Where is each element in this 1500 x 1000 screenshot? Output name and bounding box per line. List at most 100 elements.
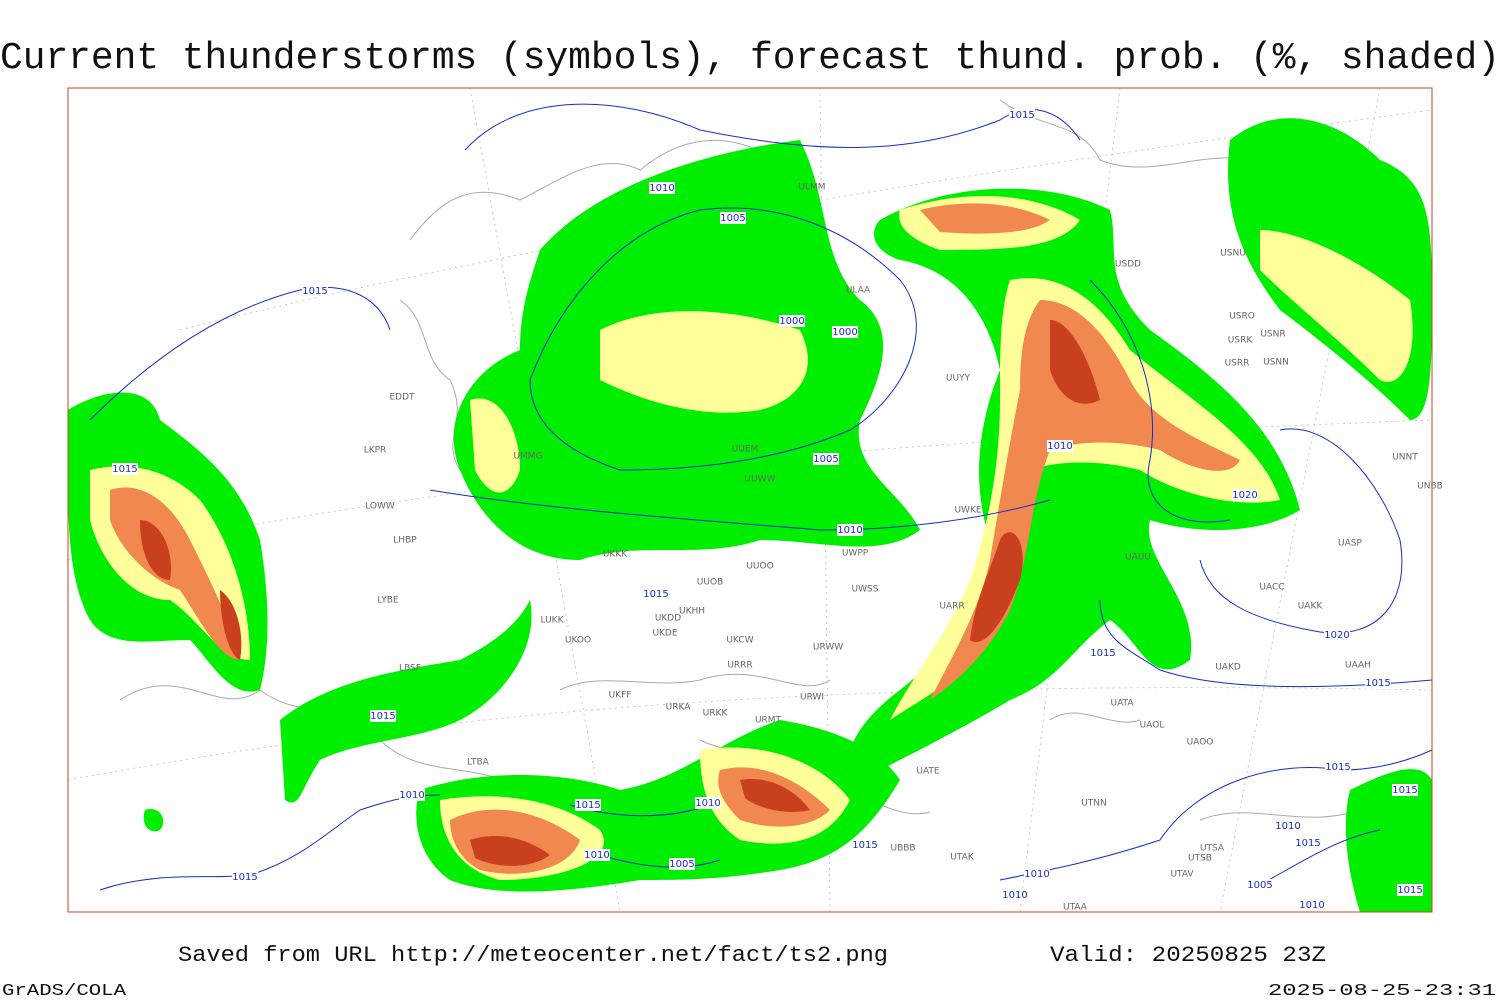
station-label: UASP: [1338, 539, 1362, 549]
valid-time: Valid: 20250825 23Z: [1050, 943, 1326, 968]
station-label: URKK: [703, 709, 729, 719]
isobar-label-bg: [669, 858, 695, 870]
isobar-label-bg: [837, 524, 863, 536]
station-label: UAOL: [1140, 721, 1165, 731]
isobar-label-bg: [832, 326, 858, 338]
isobar-label: 1015: [852, 840, 877, 851]
isobar-label: 1015: [1295, 838, 1320, 849]
isobar-label: 1015: [302, 286, 327, 297]
isobar-label-bg: [1365, 677, 1391, 689]
station-label: UTNN: [1081, 799, 1107, 809]
station-label: URWW: [813, 643, 843, 653]
station-label: UAOO: [1187, 738, 1214, 748]
isobar-label: 1010: [399, 790, 424, 801]
thunderstorm-probability-shading: [68, 118, 1432, 912]
isobar-label: 1005: [720, 213, 745, 224]
map-frame: [67, 87, 1433, 913]
isobar-label-bg: [112, 463, 138, 475]
isobar-label-bg: [370, 710, 396, 722]
isobar-label-bg: [1325, 761, 1351, 773]
station-label: USNN: [1263, 358, 1289, 368]
station-label: UKKK: [603, 550, 628, 560]
isobar-label-bg: [1295, 837, 1321, 849]
isobar-label-bg: [1392, 784, 1418, 796]
software: GrADS/COLA: [2, 982, 127, 1000]
isobar-label: 1015: [643, 589, 668, 600]
station-label: URKA: [666, 703, 692, 713]
isobar-label-bg: [1247, 879, 1273, 891]
station-labels: ULMM ULAA UUYY UUEM UUWW UMMG EDDT LKPR LOWW LHBP…: [364, 183, 1443, 913]
station-label: LUKK: [541, 616, 565, 626]
station-label: UKCW: [726, 636, 753, 646]
isobar-label: 1010: [1047, 441, 1072, 452]
isobar-label: 1010: [837, 525, 862, 536]
isobar-label: 1010: [695, 798, 720, 809]
isobar-label: 1010: [1002, 890, 1027, 901]
isobar-label-bg: [643, 588, 669, 600]
station-label: USNU: [1220, 249, 1246, 259]
station-label: UARR: [939, 602, 964, 612]
station-label: UNBB: [1417, 482, 1443, 492]
isobar-label: 1000: [832, 327, 857, 338]
isobar-label-bg: [649, 182, 675, 194]
station-label: UTAK: [950, 853, 975, 863]
station-label: UWKE: [954, 506, 981, 516]
isobar-label: 1015: [1009, 110, 1034, 121]
station-label: UBBB: [890, 844, 915, 854]
station-label: USRR: [1225, 359, 1250, 369]
station-label: URMT: [755, 716, 782, 726]
station-label: UAAH: [1345, 661, 1371, 671]
isobar-label: 1015: [1325, 762, 1350, 773]
isobar-label-bg: [302, 285, 328, 297]
isobar-label-bg: [1275, 820, 1301, 832]
isobar-label: 1015: [1365, 678, 1390, 689]
station-label: UKDE: [652, 629, 677, 639]
isobar-label-bg: [1002, 889, 1028, 901]
isobar-label: 1015: [112, 464, 137, 475]
station-label: UATE: [916, 767, 940, 777]
isobar-label: 1020: [1232, 490, 1257, 501]
isobar-label: 1005: [669, 859, 694, 870]
isobar-label-bg: [779, 315, 805, 327]
station-label: UUEM: [732, 445, 759, 455]
station-label: UAKK: [1298, 602, 1324, 612]
source-url: Saved from URL http://meteocenter.net/fa…: [178, 943, 888, 968]
station-label: USNR: [1260, 330, 1285, 340]
isobar-label-bg: [852, 839, 878, 851]
isobar-label: 1015: [232, 872, 257, 883]
station-label: UTAA: [1063, 903, 1088, 913]
isobar-label: 1010: [649, 183, 674, 194]
isobar-label: 1010: [1299, 900, 1324, 911]
isobar-label: 1010: [1275, 821, 1300, 832]
station-label: URRR: [727, 661, 752, 671]
title: Current thunderstorms (symbols), forecas…: [0, 37, 1500, 80]
isobar-label-bg: [399, 789, 425, 801]
isobars: [89, 103, 1433, 891]
station-label: ULMM: [798, 183, 825, 193]
isobar-label-bg: [232, 871, 258, 883]
station-label: UKDD: [655, 614, 681, 624]
station-label: ULAA: [846, 286, 871, 296]
isobar-label: 1000: [779, 316, 804, 327]
station-label: UTSB: [1188, 854, 1212, 864]
isobar-label: 1015: [1397, 885, 1422, 896]
isobar-label-bg: [1090, 647, 1116, 659]
station-label: USDD: [1115, 260, 1141, 270]
station-label: LYBE: [377, 596, 398, 606]
isobar-label-bg: [1047, 440, 1073, 452]
isobar-label-bg: [1299, 899, 1325, 911]
isobar-label: 1005: [813, 454, 838, 465]
isobar-label-bg: [575, 799, 601, 811]
station-label: LTBA: [467, 758, 489, 768]
isobar-label-bg: [1009, 109, 1035, 121]
isobar-label-bg: [1232, 489, 1258, 501]
station-label: UAUU: [1125, 553, 1151, 563]
isobar-label: 1015: [370, 711, 395, 722]
station-label: UTAV: [1170, 870, 1194, 880]
station-label: UACC: [1259, 583, 1284, 593]
isobar-label: 1015: [1090, 648, 1115, 659]
isobar-label: 1020: [1324, 630, 1349, 641]
station-label: LHBP: [393, 536, 417, 546]
isobar-label-bg: [1024, 868, 1050, 880]
